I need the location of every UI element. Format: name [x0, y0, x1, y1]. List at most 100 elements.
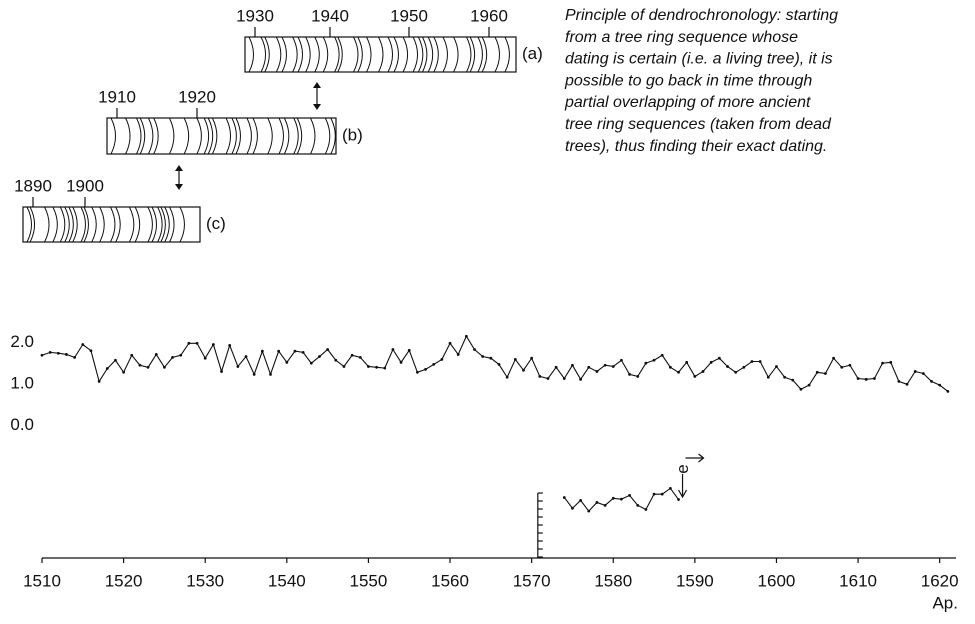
tree-ring [83, 206, 89, 243]
data-point [815, 370, 819, 374]
data-point [611, 365, 615, 368]
data-point [448, 341, 452, 345]
tree-ring [278, 117, 284, 155]
caption-line: from a tree ring sequence whose [565, 29, 798, 46]
tree-ring [80, 206, 86, 243]
data-point [660, 492, 664, 496]
data-point [269, 372, 272, 376]
y-tick-label: 2.0 [10, 332, 34, 351]
y-tick-label: 0.0 [10, 415, 34, 434]
data-point [334, 358, 338, 362]
data-point [930, 380, 933, 383]
data-point [571, 506, 574, 510]
tree-ring [139, 117, 146, 155]
tree-ring [248, 36, 254, 73]
data-point [481, 355, 485, 358]
tree-ring [134, 206, 141, 243]
data-point [832, 356, 835, 360]
data-point [48, 350, 52, 354]
data-point [211, 343, 215, 346]
tree-ring [29, 206, 36, 243]
data-point [571, 363, 574, 367]
sequence-tag: (b) [342, 125, 363, 144]
tree-ring [322, 36, 329, 73]
year-label: 1910 [98, 87, 136, 106]
data-point [603, 503, 607, 507]
tree-ring [337, 36, 343, 73]
caption-line: trees), thus finding their exact dating. [565, 138, 827, 155]
data-point [864, 377, 868, 381]
annotation-arrow [678, 453, 705, 499]
tree-ring [151, 206, 158, 243]
data-point [889, 360, 893, 364]
data-point [554, 365, 558, 369]
tree-ring [453, 36, 459, 73]
tree-ring [225, 117, 232, 155]
data-point [562, 496, 566, 499]
data-point [660, 353, 664, 357]
tree-ring [283, 117, 290, 155]
tree-ring [292, 36, 298, 73]
tree-ring [64, 206, 70, 243]
sequence-tag: (c) [206, 214, 226, 233]
year-label: 1900 [66, 176, 104, 195]
tree-ring [387, 36, 394, 73]
tree-ring [275, 36, 282, 73]
tree-ring [366, 36, 372, 73]
tree-ring [481, 36, 488, 73]
x-tick-label: 1620 [921, 571, 959, 590]
data-point [195, 341, 199, 345]
tree-ring [110, 206, 116, 243]
data-point [318, 355, 321, 358]
data-point [522, 368, 525, 372]
data-point [105, 367, 109, 370]
data-point [579, 498, 583, 502]
data-point [97, 380, 101, 383]
tree-ring [252, 117, 258, 155]
tree-ring [231, 117, 237, 155]
tree-ring [59, 206, 66, 243]
tree-ring [203, 117, 210, 155]
data-point [358, 355, 362, 359]
data-point [636, 503, 640, 507]
tree-ring [115, 206, 121, 243]
data-point [326, 348, 330, 351]
ring-diagram: 1930 1940 1950 1960 (a) 1910 1920 (b) 1890 1900 (c… [14, 6, 543, 243]
data-point [146, 365, 150, 369]
tree-ring [353, 36, 359, 73]
data-point [301, 350, 305, 354]
chart: 1510 1520 1530 1540 1550 1560 1570 1580 1590 1600… [10, 332, 958, 613]
data-point [505, 375, 509, 379]
data-point [791, 378, 795, 382]
data-point [538, 375, 542, 378]
data-point [236, 365, 240, 368]
tree-ring [179, 206, 185, 243]
data-point [546, 377, 550, 380]
data-point [367, 365, 370, 368]
tree-ring [168, 117, 175, 155]
x-tick-label: 1510 [23, 571, 61, 590]
data-point [252, 372, 256, 376]
data-point [693, 375, 697, 378]
tree-ring [310, 117, 316, 155]
year-label: 1960 [470, 6, 508, 25]
data-point [644, 361, 648, 365]
data-point [130, 353, 134, 357]
data-point [677, 370, 680, 374]
data-point [938, 383, 942, 387]
data-point [73, 355, 77, 359]
year-label: 1940 [311, 6, 349, 25]
data-point [807, 383, 811, 387]
data-point [921, 372, 925, 375]
data-point [799, 387, 803, 391]
tree-ring [110, 117, 116, 155]
tree-ring [196, 117, 202, 155]
data-point [179, 353, 183, 357]
tree-ring [324, 117, 331, 155]
data-point [432, 363, 436, 366]
tree-ring [293, 117, 299, 155]
data-point [293, 349, 297, 353]
data-point [473, 348, 476, 351]
tree-ring [427, 36, 434, 73]
x-tick-label: 1610 [839, 571, 877, 590]
